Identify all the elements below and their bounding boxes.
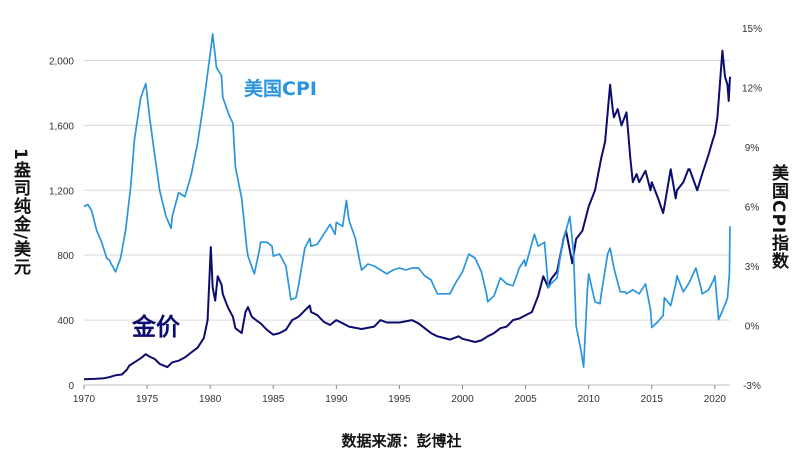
series-layer	[83, 33, 731, 381]
right-axis-ticks: -3% 0% 3% 6% 9% 12% 15%	[742, 24, 762, 392]
left-tick-label: 1,200	[49, 186, 74, 197]
gold-price-line	[83, 49, 731, 381]
left-tick-label: 2,000	[49, 56, 74, 67]
right-tick-label: 12%	[742, 84, 762, 95]
cpi-series-annotation: 美国CPI	[244, 78, 317, 100]
x-tick-label: 1990	[325, 394, 348, 405]
left-axis-title: 1盎司纯金/美元	[10, 148, 30, 277]
x-tick-label: 2015	[641, 394, 664, 405]
gridlines	[84, 59, 730, 386]
x-tick-label: 1970	[73, 394, 96, 405]
source-caption: 数据来源：彭博社	[341, 432, 462, 450]
right-tick-label: 6%	[745, 203, 760, 214]
left-tick-label: 0	[68, 381, 74, 392]
x-tick-label: 2005	[514, 394, 537, 405]
right-tick-label: -3%	[743, 381, 761, 392]
right-tick-label: 15%	[742, 24, 762, 35]
right-axis-title: 美国CPI指数	[768, 164, 788, 271]
left-tick-label: 400	[57, 316, 74, 327]
x-axis-ticks: 1970 1975 1980 1985 1990 1995 2000 2005 2010 2015…	[73, 384, 730, 405]
left-axis-ticks: 0 400 800 1,200 1,600 2,000	[49, 56, 74, 392]
x-tick-label: 1980	[199, 394, 222, 405]
x-tick-label: 1995	[388, 394, 411, 405]
right-tick-label: 9%	[745, 143, 760, 154]
x-tick-label: 1975	[136, 394, 159, 405]
x-tick-label: 2010	[578, 394, 601, 405]
x-tick-label: 2000	[451, 394, 474, 405]
right-tick-label: 0%	[745, 322, 760, 333]
x-tick-label: 1985	[262, 394, 285, 405]
left-tick-label: 800	[57, 251, 74, 262]
left-tick-label: 1,600	[49, 121, 74, 132]
gold-series-annotation: 金价	[132, 313, 180, 341]
cpi-line	[83, 33, 731, 368]
x-tick-label: 2020	[704, 394, 727, 405]
right-tick-label: 3%	[745, 262, 760, 273]
